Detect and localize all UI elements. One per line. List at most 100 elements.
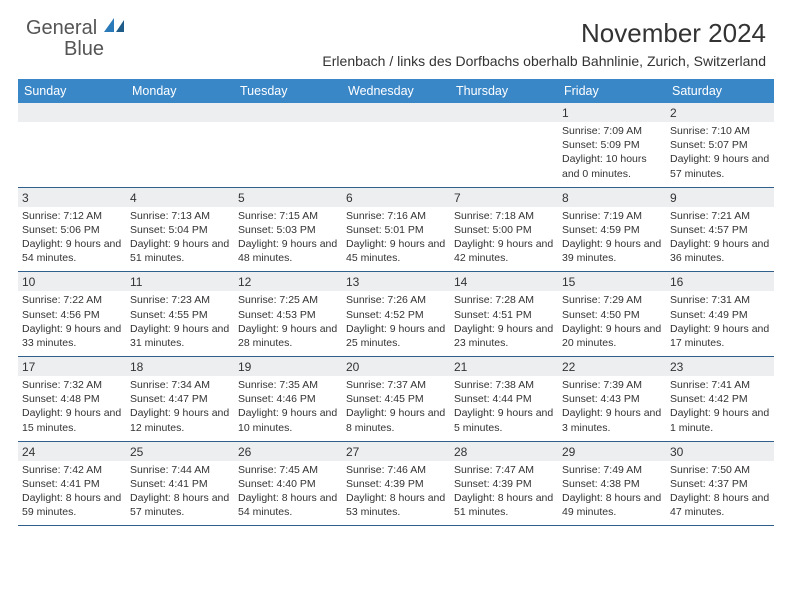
weekday-header-row: Sunday Monday Tuesday Wednesday Thursday…: [18, 79, 774, 103]
sunrise-text: Sunrise: 7:19 AM: [562, 209, 662, 223]
daylight-text: Daylight: 9 hours and 8 minutes.: [346, 406, 446, 434]
day-cell: Sunrise: 7:47 AMSunset: 4:39 PMDaylight:…: [450, 461, 558, 526]
day-number: 4: [126, 188, 234, 207]
sunset-text: Sunset: 4:50 PM: [562, 308, 662, 322]
day-cell: Sunrise: 7:42 AMSunset: 4:41 PMDaylight:…: [18, 461, 126, 526]
sunrise-text: Sunrise: 7:16 AM: [346, 209, 446, 223]
sunset-text: Sunset: 4:59 PM: [562, 223, 662, 237]
daylight-text: Daylight: 9 hours and 54 minutes.: [22, 237, 122, 265]
day-number: 13: [342, 272, 450, 291]
logo-text-block: General Blue: [26, 18, 126, 60]
sunset-text: Sunset: 4:38 PM: [562, 477, 662, 491]
daylight-text: Daylight: 9 hours and 10 minutes.: [238, 406, 338, 434]
day-cell: Sunrise: 7:38 AMSunset: 4:44 PMDaylight:…: [450, 376, 558, 441]
day-cell: Sunrise: 7:18 AMSunset: 5:00 PMDaylight:…: [450, 207, 558, 272]
sunset-text: Sunset: 4:39 PM: [454, 477, 554, 491]
week-block: 12Sunrise: 7:09 AMSunset: 5:09 PMDayligh…: [18, 103, 774, 188]
sunset-text: Sunset: 4:44 PM: [454, 392, 554, 406]
day-cell: [450, 122, 558, 187]
sunrise-text: Sunrise: 7:12 AM: [22, 209, 122, 223]
sunset-text: Sunset: 4:40 PM: [238, 477, 338, 491]
day-number: 3: [18, 188, 126, 207]
day-cell: Sunrise: 7:09 AMSunset: 5:09 PMDaylight:…: [558, 122, 666, 187]
weekday-header: Monday: [126, 79, 234, 103]
month-title: November 2024: [322, 18, 766, 49]
day-number: 10: [18, 272, 126, 291]
day-cell: Sunrise: 7:44 AMSunset: 4:41 PMDaylight:…: [126, 461, 234, 526]
week-block: 17181920212223Sunrise: 7:32 AMSunset: 4:…: [18, 357, 774, 442]
daylight-text: Daylight: 8 hours and 49 minutes.: [562, 491, 662, 519]
sunset-text: Sunset: 5:00 PM: [454, 223, 554, 237]
day-info-row: Sunrise: 7:42 AMSunset: 4:41 PMDaylight:…: [18, 461, 774, 526]
day-number-band: 3456789: [18, 188, 774, 207]
sunrise-text: Sunrise: 7:41 AM: [670, 378, 770, 392]
sunset-text: Sunset: 4:51 PM: [454, 308, 554, 322]
day-number: 15: [558, 272, 666, 291]
sunrise-text: Sunrise: 7:21 AM: [670, 209, 770, 223]
sunset-text: Sunset: 4:41 PM: [130, 477, 230, 491]
sunrise-text: Sunrise: 7:39 AM: [562, 378, 662, 392]
day-number: 29: [558, 442, 666, 461]
day-number: 9: [666, 188, 774, 207]
logo: General Blue: [26, 18, 126, 60]
sunrise-text: Sunrise: 7:10 AM: [670, 124, 770, 138]
day-cell: Sunrise: 7:25 AMSunset: 4:53 PMDaylight:…: [234, 291, 342, 356]
sunset-text: Sunset: 4:45 PM: [346, 392, 446, 406]
sunrise-text: Sunrise: 7:26 AM: [346, 293, 446, 307]
sunset-text: Sunset: 4:52 PM: [346, 308, 446, 322]
day-cell: Sunrise: 7:31 AMSunset: 4:49 PMDaylight:…: [666, 291, 774, 356]
daylight-text: Daylight: 9 hours and 28 minutes.: [238, 322, 338, 350]
day-cell: [18, 122, 126, 187]
day-number: 12: [234, 272, 342, 291]
day-number: 28: [450, 442, 558, 461]
daylight-text: Daylight: 9 hours and 36 minutes.: [670, 237, 770, 265]
sunrise-text: Sunrise: 7:09 AM: [562, 124, 662, 138]
day-number: 16: [666, 272, 774, 291]
day-cell: Sunrise: 7:39 AMSunset: 4:43 PMDaylight:…: [558, 376, 666, 441]
day-number: 22: [558, 357, 666, 376]
sunset-text: Sunset: 4:53 PM: [238, 308, 338, 322]
day-number: 30: [666, 442, 774, 461]
header: General Blue November 2024 Erlenbach / l…: [0, 0, 792, 69]
sunset-text: Sunset: 4:37 PM: [670, 477, 770, 491]
location-text: Erlenbach / links des Dorfbachs oberhalb…: [322, 53, 766, 69]
weekday-header: Sunday: [18, 79, 126, 103]
day-cell: Sunrise: 7:21 AMSunset: 4:57 PMDaylight:…: [666, 207, 774, 272]
day-number: 6: [342, 188, 450, 207]
daylight-text: Daylight: 8 hours and 59 minutes.: [22, 491, 122, 519]
day-number: 26: [234, 442, 342, 461]
day-cell: Sunrise: 7:34 AMSunset: 4:47 PMDaylight:…: [126, 376, 234, 441]
daylight-text: Daylight: 9 hours and 33 minutes.: [22, 322, 122, 350]
day-cell: Sunrise: 7:23 AMSunset: 4:55 PMDaylight:…: [126, 291, 234, 356]
daylight-text: Daylight: 8 hours and 53 minutes.: [346, 491, 446, 519]
title-block: November 2024 Erlenbach / links des Dorf…: [322, 18, 766, 69]
daylight-text: Daylight: 9 hours and 5 minutes.: [454, 406, 554, 434]
daylight-text: Daylight: 9 hours and 3 minutes.: [562, 406, 662, 434]
weekday-header: Wednesday: [342, 79, 450, 103]
sunset-text: Sunset: 4:49 PM: [670, 308, 770, 322]
sunset-text: Sunset: 5:01 PM: [346, 223, 446, 237]
day-info-row: Sunrise: 7:32 AMSunset: 4:48 PMDaylight:…: [18, 376, 774, 441]
day-cell: Sunrise: 7:35 AMSunset: 4:46 PMDaylight:…: [234, 376, 342, 441]
sunrise-text: Sunrise: 7:25 AM: [238, 293, 338, 307]
sunrise-text: Sunrise: 7:46 AM: [346, 463, 446, 477]
sunset-text: Sunset: 4:39 PM: [346, 477, 446, 491]
day-number: [126, 103, 234, 122]
day-cell: Sunrise: 7:32 AMSunset: 4:48 PMDaylight:…: [18, 376, 126, 441]
sunrise-text: Sunrise: 7:15 AM: [238, 209, 338, 223]
sunrise-text: Sunrise: 7:31 AM: [670, 293, 770, 307]
day-number-band: 10111213141516: [18, 272, 774, 291]
day-number: [450, 103, 558, 122]
day-cell: Sunrise: 7:22 AMSunset: 4:56 PMDaylight:…: [18, 291, 126, 356]
day-cell: Sunrise: 7:13 AMSunset: 5:04 PMDaylight:…: [126, 207, 234, 272]
week-block: 10111213141516Sunrise: 7:22 AMSunset: 4:…: [18, 272, 774, 357]
day-cell: Sunrise: 7:29 AMSunset: 4:50 PMDaylight:…: [558, 291, 666, 356]
sunrise-text: Sunrise: 7:32 AM: [22, 378, 122, 392]
daylight-text: Daylight: 9 hours and 17 minutes.: [670, 322, 770, 350]
daylight-text: Daylight: 10 hours and 0 minutes.: [562, 152, 662, 180]
day-number: 20: [342, 357, 450, 376]
day-info-row: Sunrise: 7:09 AMSunset: 5:09 PMDaylight:…: [18, 122, 774, 187]
sunrise-text: Sunrise: 7:23 AM: [130, 293, 230, 307]
weekday-header: Saturday: [666, 79, 774, 103]
day-number-band: 17181920212223: [18, 357, 774, 376]
